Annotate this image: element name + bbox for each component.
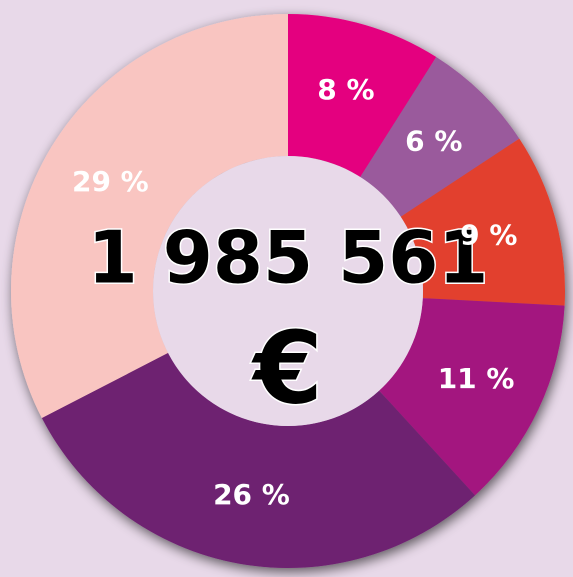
donut-segment	[400, 138, 565, 306]
donut	[11, 14, 565, 569]
donut-segment	[360, 57, 520, 217]
value-label: 8 %	[317, 73, 374, 106]
value-label: 26 %	[213, 478, 290, 511]
donut-segment	[379, 298, 565, 496]
value-label: 9 %	[460, 219, 517, 252]
donut-segment	[41, 352, 476, 569]
donut-segment	[11, 14, 288, 419]
center-amount: 1 985 561	[88, 216, 489, 300]
value-label: 11 %	[438, 362, 515, 395]
donut-hole	[153, 156, 423, 426]
value-label: 6 %	[405, 125, 462, 158]
center-currency: €	[251, 309, 323, 426]
value-label: 29 %	[72, 165, 149, 198]
donut-segment	[288, 14, 437, 177]
